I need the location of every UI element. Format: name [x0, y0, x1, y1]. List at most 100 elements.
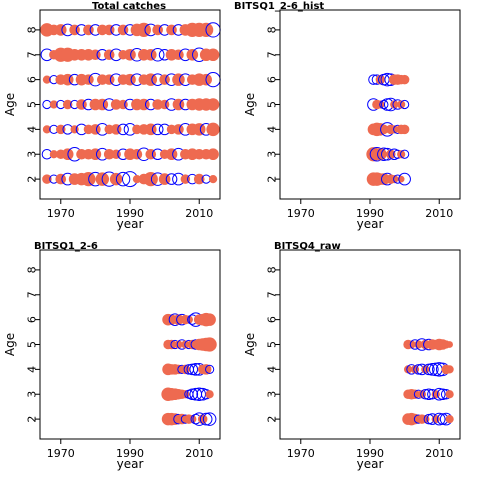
negative-residual-bubble	[192, 387, 206, 402]
positive-residual-bubble	[192, 123, 206, 136]
x-axis-label: year	[357, 457, 384, 471]
y-tick-label: 7	[266, 51, 279, 58]
positive-residual-bubble	[390, 100, 399, 109]
positive-residual-bubble	[390, 125, 399, 134]
positive-residual-bubble	[397, 150, 406, 159]
y-tick-label: 5	[266, 101, 279, 108]
positive-residual-bubble	[152, 99, 163, 110]
positive-residual-bubble	[103, 49, 115, 61]
positive-residual-bubble	[188, 415, 197, 424]
positive-residual-bubble	[136, 22, 151, 38]
positive-residual-bubble	[445, 365, 454, 374]
negative-residual-bubble	[202, 412, 217, 426]
positive-residual-bubble	[62, 99, 73, 110]
positive-residual-bubble	[110, 99, 122, 110]
positive-residual-bubble	[42, 75, 52, 84]
positive-residual-bubble	[399, 124, 410, 135]
y-tick-label: 6	[26, 76, 39, 83]
x-tick-label: 2010	[185, 447, 213, 460]
negative-residual-bubble	[150, 47, 165, 62]
negative-residual-bubble	[400, 99, 410, 110]
panel-4: 1970 1990 2010 2 3 4 5 6 7 8 year Age BITSQ4_raw	[243, 241, 461, 471]
panel-title: BITSQ4_raw	[274, 241, 341, 252]
positive-residual-bubble	[410, 389, 420, 399]
y-tick-label: 3	[266, 391, 279, 398]
positive-residual-bubble	[83, 74, 94, 85]
positive-residual-bubble	[55, 173, 67, 185]
y-tick-label: 4	[26, 126, 39, 133]
x-tick-label: 1970	[287, 447, 315, 460]
y-tick-label: 7	[26, 291, 39, 298]
panel-1: 1970 1990 2010 2 3 4 5 6 7 8 year Age Total catches	[3, 1, 221, 231]
y-tick-label: 5	[26, 341, 39, 348]
positive-residual-bubble	[144, 48, 157, 61]
x-axis-label: year	[117, 457, 144, 471]
y-tick-label: 4	[26, 366, 39, 373]
y-tick-label: 4	[266, 366, 279, 373]
y-axis-label: Age	[3, 93, 17, 116]
positive-residual-bubble	[181, 340, 190, 349]
y-tick-label: 5	[26, 101, 39, 108]
positive-residual-bubble	[42, 174, 52, 184]
positive-residual-bubble	[54, 24, 67, 36]
negative-residual-bubble	[432, 387, 446, 401]
negative-residual-bubble	[165, 173, 178, 185]
positive-residual-bubble	[173, 364, 184, 375]
y-tick-label: 8	[26, 266, 39, 273]
y-axis-label: Age	[243, 93, 257, 116]
x-tick-label: 1990	[356, 447, 384, 460]
y-tick-label: 5	[266, 341, 279, 348]
positive-residual-bubble	[89, 148, 102, 161]
positive-residual-bubble	[143, 171, 158, 187]
y-tick-label: 8	[26, 26, 39, 33]
negative-residual-bubble	[186, 363, 199, 376]
panel-2: 1970 1990 2010 2 3 4 5 6 7 8 year Age BITSQ1_2-6_his…	[234, 1, 461, 231]
y-tick-label: 8	[266, 26, 279, 33]
negative-residual-bubble	[205, 364, 215, 374]
positive-residual-bubble	[202, 337, 217, 352]
positive-residual-bubble	[42, 125, 52, 134]
positive-residual-bubble	[407, 340, 416, 349]
positive-residual-bubble	[166, 339, 177, 350]
positive-residual-bubble	[197, 414, 208, 424]
positive-residual-bubble	[176, 413, 188, 425]
positive-residual-bubble	[173, 314, 184, 325]
x-tick-label: 1970	[287, 207, 315, 220]
panel-title: Total catches	[92, 1, 166, 12]
negative-residual-bubble	[420, 389, 431, 400]
positive-residual-bubble	[172, 73, 185, 86]
positive-residual-bubble	[376, 100, 385, 109]
x-tick-label: 1990	[356, 207, 384, 220]
y-tick-label: 6	[266, 316, 279, 323]
positive-residual-bubble	[174, 340, 183, 349]
x-axis-label: year	[357, 217, 384, 231]
panel-3: 1970 1990 2010 2 3 4 5 6 7 8 year Age BITSQ1_2-6	[3, 241, 221, 471]
panel-title: BITSQ1_2-6_hist	[234, 1, 324, 12]
panel-title: BITSQ1_2-6	[34, 241, 98, 252]
x-tick-label: 1970	[47, 207, 75, 220]
positive-residual-bubble	[124, 73, 136, 86]
positive-residual-bubble	[445, 415, 454, 424]
positive-residual-bubble	[206, 98, 220, 111]
y-tick-label: 6	[26, 316, 39, 323]
negative-residual-bubble	[398, 172, 411, 186]
positive-residual-bubble	[159, 99, 170, 110]
y-tick-label: 3	[26, 391, 39, 398]
bubbles	[161, 312, 217, 426]
positive-residual-bubble	[374, 147, 387, 161]
positive-residual-bubble	[173, 49, 184, 61]
negative-residual-bubble	[423, 363, 435, 376]
positive-residual-bubble	[206, 122, 220, 137]
x-tick-label: 1990	[116, 207, 144, 220]
positive-residual-bubble	[165, 148, 178, 161]
negative-residual-bubble	[186, 388, 199, 401]
y-tick-label: 8	[266, 266, 279, 273]
y-axis-label: Age	[243, 333, 257, 356]
positive-residual-bubble	[409, 413, 421, 425]
negative-residual-bubble	[117, 123, 129, 136]
negative-residual-bubble	[400, 149, 410, 159]
positive-residual-bubble	[445, 390, 454, 399]
positive-residual-bubble	[49, 100, 58, 109]
positive-residual-bubble	[403, 365, 413, 374]
